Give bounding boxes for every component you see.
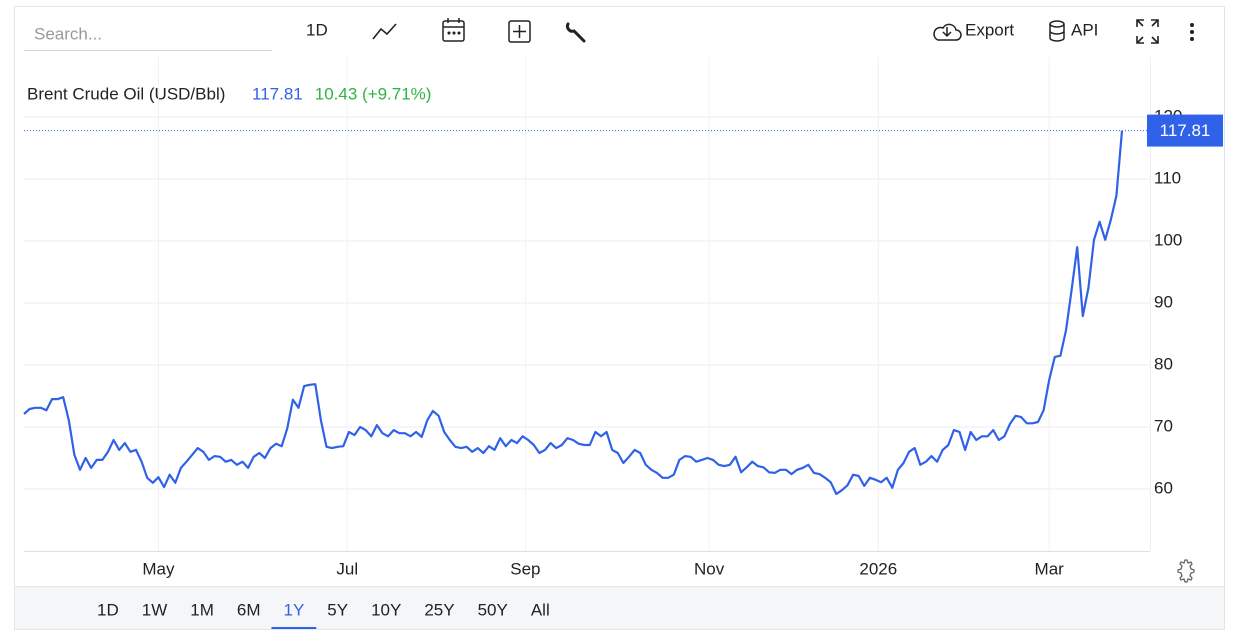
range-button[interactable]: 50Y	[478, 600, 508, 619]
fullscreen-icon[interactable]	[1136, 19, 1159, 44]
api-label: API	[1071, 20, 1098, 39]
range-button[interactable]: 5Y	[327, 600, 348, 619]
range-selector: 1D 1W 1M 6M 1Y 5Y 10Y 25Y 50Y All	[97, 600, 550, 629]
change: 10.43 (+9.71%)	[315, 84, 432, 103]
plot: 117.81	[23, 114, 1223, 496]
menu-icon[interactable]	[1190, 23, 1194, 41]
range-button[interactable]: 6M	[237, 600, 261, 619]
x-tick-label: Sep	[510, 559, 540, 578]
price: 117.81	[252, 84, 303, 103]
y-tick-label: 100	[1154, 230, 1182, 249]
y-tick-label: 110	[1154, 168, 1181, 187]
y-tick-label: 70	[1154, 416, 1173, 435]
export-button[interactable]: Export	[933, 20, 1014, 41]
api-button[interactable]: API	[1049, 20, 1098, 42]
tools-icon[interactable]	[566, 22, 586, 43]
x-tick-label: 2026	[859, 559, 897, 578]
x-tick-label: Nov	[694, 559, 725, 578]
chart-title: Brent Crude Oil (USD/Bbl)	[27, 84, 225, 103]
x-tick-label: Jul	[336, 559, 358, 578]
range-button[interactable]: 10Y	[371, 600, 401, 619]
interval-button[interactable]: 1D	[306, 20, 328, 39]
range-bar	[15, 587, 1224, 629]
range-button[interactable]: 1M	[190, 600, 214, 619]
range-button[interactable]: 1Y	[283, 600, 304, 619]
y-tick-label: 60	[1154, 478, 1173, 497]
range-button[interactable]: 1W	[142, 600, 168, 619]
grid: 60708090100110120MayJulSepNov2026Mar	[24, 57, 1182, 578]
search-placeholder: Search...	[34, 24, 102, 43]
last-price-box	[1147, 114, 1223, 147]
y-tick-label: 90	[1154, 292, 1173, 311]
x-tick-label: May	[142, 559, 175, 578]
search-box[interactable]: Search...	[24, 24, 272, 51]
settings-icon[interactable]	[1177, 559, 1195, 583]
y-tick-label: 80	[1154, 354, 1173, 373]
x-tick-label: Mar	[1035, 559, 1065, 578]
range-button[interactable]: All	[531, 600, 550, 619]
last-price-label: 117.81	[1160, 121, 1211, 140]
price-line	[23, 130, 1124, 496]
calendar-icon[interactable]	[442, 18, 465, 42]
range-active-underline	[271, 627, 317, 629]
chart-type-icon[interactable]	[372, 23, 397, 40]
range-button[interactable]: 25Y	[424, 600, 454, 619]
add-indicator-icon[interactable]	[508, 20, 531, 43]
frame	[14, 6, 1225, 630]
export-label: Export	[965, 20, 1014, 39]
range-button[interactable]: 1D	[97, 600, 119, 619]
